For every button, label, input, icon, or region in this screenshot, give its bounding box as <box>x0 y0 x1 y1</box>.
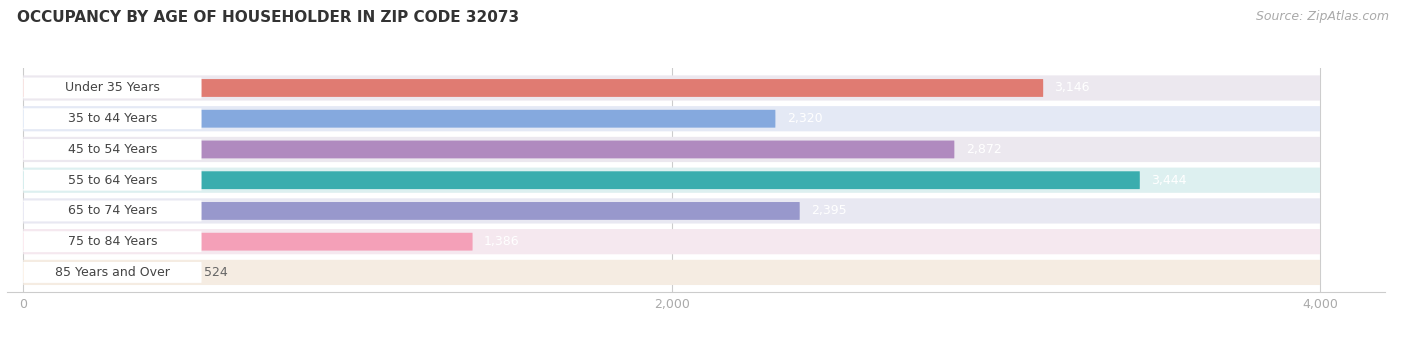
Text: Under 35 Years: Under 35 Years <box>65 82 160 95</box>
Text: 85 Years and Over: 85 Years and Over <box>55 266 170 279</box>
FancyBboxPatch shape <box>24 168 1320 193</box>
Text: 65 to 74 Years: 65 to 74 Years <box>67 204 157 218</box>
Text: 35 to 44 Years: 35 to 44 Years <box>67 112 157 125</box>
Text: 2,395: 2,395 <box>811 204 846 218</box>
FancyBboxPatch shape <box>24 231 201 252</box>
Text: 75 to 84 Years: 75 to 84 Years <box>67 235 157 248</box>
FancyBboxPatch shape <box>24 198 1320 223</box>
Text: 55 to 64 Years: 55 to 64 Years <box>67 174 157 187</box>
Text: 2,872: 2,872 <box>966 143 1001 156</box>
Text: 3,146: 3,146 <box>1054 82 1090 95</box>
FancyBboxPatch shape <box>24 75 1320 101</box>
FancyBboxPatch shape <box>24 106 1320 131</box>
FancyBboxPatch shape <box>24 170 201 191</box>
FancyBboxPatch shape <box>24 137 1320 162</box>
FancyBboxPatch shape <box>24 233 472 251</box>
FancyBboxPatch shape <box>24 79 1043 97</box>
FancyBboxPatch shape <box>24 262 201 283</box>
Text: OCCUPANCY BY AGE OF HOUSEHOLDER IN ZIP CODE 32073: OCCUPANCY BY AGE OF HOUSEHOLDER IN ZIP C… <box>17 10 519 25</box>
FancyBboxPatch shape <box>24 202 800 220</box>
Text: Source: ZipAtlas.com: Source: ZipAtlas.com <box>1256 10 1389 23</box>
FancyBboxPatch shape <box>24 139 201 160</box>
FancyBboxPatch shape <box>24 171 1140 189</box>
FancyBboxPatch shape <box>24 264 193 281</box>
FancyBboxPatch shape <box>24 260 1320 285</box>
Text: 524: 524 <box>204 266 228 279</box>
FancyBboxPatch shape <box>24 201 201 221</box>
FancyBboxPatch shape <box>24 140 955 158</box>
Text: 2,320: 2,320 <box>787 112 823 125</box>
FancyBboxPatch shape <box>24 229 1320 254</box>
FancyBboxPatch shape <box>24 110 775 128</box>
Text: 1,386: 1,386 <box>484 235 520 248</box>
Text: 3,444: 3,444 <box>1152 174 1187 187</box>
FancyBboxPatch shape <box>24 78 201 99</box>
FancyBboxPatch shape <box>24 108 201 129</box>
Text: 45 to 54 Years: 45 to 54 Years <box>67 143 157 156</box>
